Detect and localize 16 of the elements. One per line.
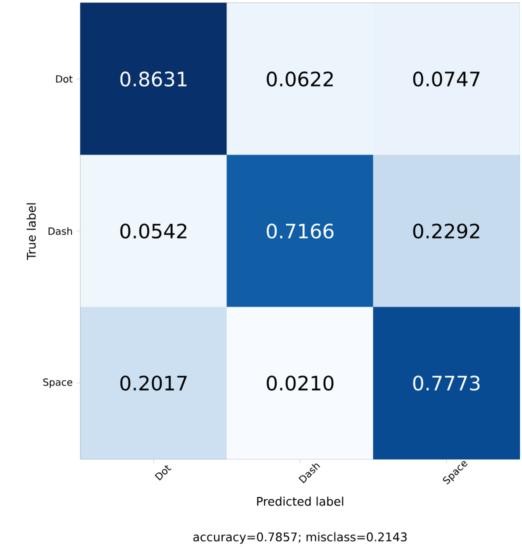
data-label: 0.2017 xyxy=(120,376,187,391)
y-tick-label: Dot xyxy=(56,75,73,83)
y-tick-label: Space xyxy=(43,378,72,388)
data-label: 0.7773 xyxy=(413,376,480,391)
data-label: 0.0210 xyxy=(266,376,334,391)
y-tick-label: Dash xyxy=(48,227,72,235)
data-label: 0.0747 xyxy=(413,72,480,86)
text: accuracy=0.7857; misclass=0.2143 xyxy=(193,532,407,544)
y-axis-title: True label xyxy=(26,203,36,260)
data-label: 0.0542 xyxy=(120,224,186,239)
data-label: 0.2292 xyxy=(413,224,480,239)
x-axis-title: Predicted label xyxy=(257,496,344,506)
data-label: 0.0622 xyxy=(266,72,333,86)
data-label: 0.8631 xyxy=(120,72,187,86)
data-label: 0.7166 xyxy=(266,224,334,239)
x-tick-label: Dot xyxy=(154,465,172,481)
